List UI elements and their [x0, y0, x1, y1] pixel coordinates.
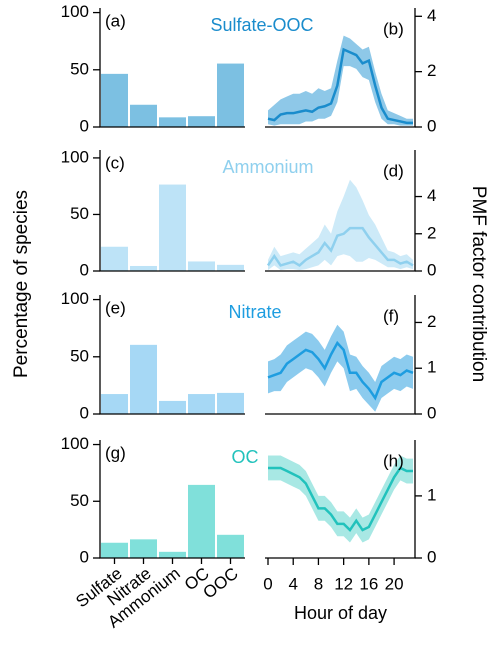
panel-title: Sulfate-OOC	[210, 15, 313, 35]
bar	[188, 484, 215, 559]
bar	[159, 400, 186, 415]
bar	[130, 344, 157, 415]
bar	[217, 63, 244, 128]
bar	[130, 104, 157, 128]
bar	[217, 534, 244, 559]
error-band	[268, 35, 413, 126]
line	[268, 466, 413, 532]
x-tick-label: 20	[385, 574, 404, 593]
bar	[217, 392, 244, 415]
y2-tick-label: 2	[427, 223, 436, 242]
x-tick-label: 16	[359, 574, 378, 593]
bar	[188, 394, 215, 415]
y-tick-label: 0	[80, 547, 89, 566]
y2-tick-label: 4	[427, 186, 436, 205]
error-band	[268, 179, 413, 271]
y2-axis-label: PMF factor contribution	[468, 186, 489, 382]
bar	[159, 551, 186, 559]
panel-label: (c)	[105, 153, 125, 172]
panel-label: (g)	[105, 443, 126, 462]
bar	[188, 261, 215, 272]
y-tick-label: 100	[61, 2, 89, 21]
y-tick-label: 0	[80, 260, 89, 279]
y-tick-label: 100	[61, 434, 89, 453]
y-tick-label: 50	[70, 59, 89, 78]
panel-label: (h)	[383, 451, 404, 470]
y-axis-label: Percentage of species	[11, 190, 32, 378]
y-tick-label: 50	[70, 491, 89, 510]
y2-tick-label: 1	[427, 485, 436, 504]
bar	[159, 184, 186, 272]
panel-label: (b)	[383, 19, 404, 38]
bar	[101, 246, 128, 272]
bar	[101, 73, 128, 128]
bar	[188, 116, 215, 128]
line	[267, 47, 413, 125]
panel-title: Ammonium	[222, 157, 313, 177]
bar	[217, 264, 244, 272]
x-tick-label: 8	[314, 574, 323, 593]
error-band	[268, 455, 413, 543]
panel-title: Nitrate	[228, 302, 281, 322]
y2-tick-label: 2	[427, 61, 436, 80]
line	[266, 226, 414, 267]
x-tick-label: 4	[288, 574, 297, 593]
x-axis-label: Hour of day	[294, 603, 387, 623]
y2-tick-label: 0	[427, 260, 436, 279]
panel-label: (f)	[383, 306, 399, 325]
bar	[101, 394, 128, 415]
bar	[130, 265, 157, 272]
x-tick-label: 0	[263, 574, 272, 593]
y-tick-label: 0	[80, 116, 89, 135]
y-tick-label: 50	[70, 204, 89, 223]
bar	[101, 542, 128, 559]
y2-tick-label: 2	[427, 312, 436, 331]
y2-tick-label: 1	[427, 358, 436, 377]
panel-title: OC	[232, 447, 259, 467]
y-tick-label: 100	[61, 147, 89, 166]
y-tick-label: 50	[70, 346, 89, 365]
bar	[159, 117, 186, 128]
bar	[130, 539, 157, 559]
panel-label: (e)	[105, 298, 126, 317]
y-tick-label: 0	[80, 403, 89, 422]
line	[267, 340, 414, 401]
error-band	[268, 324, 413, 412]
y2-tick-label: 0	[427, 547, 436, 566]
y-tick-label: 100	[61, 289, 89, 308]
x-tick-label: OOC	[200, 564, 242, 603]
panel-label: (a)	[105, 11, 126, 30]
y2-tick-label: 0	[427, 116, 436, 135]
y2-tick-label: 4	[427, 6, 436, 25]
panel-label: (d)	[383, 161, 404, 180]
x-tick-label: 12	[334, 574, 353, 593]
y2-tick-label: 0	[427, 403, 436, 422]
